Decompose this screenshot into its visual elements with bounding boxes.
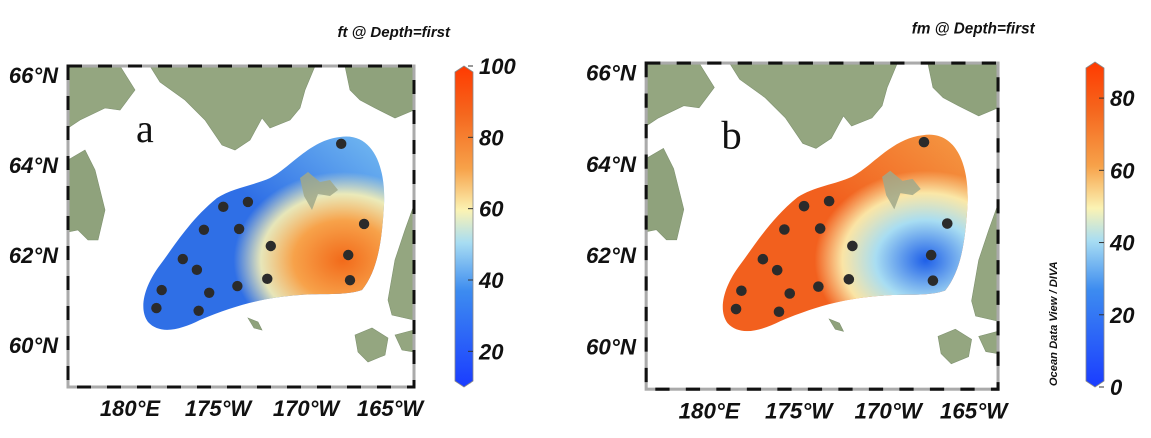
land-polygon [927, 62, 999, 117]
lon-tick-label: 170°W [855, 399, 924, 424]
station-marker [925, 249, 937, 261]
panel-b-colorbar: 80 60 40 20 0 [1085, 61, 1135, 400]
station-marker [198, 224, 210, 235]
st-lawrence-island [882, 170, 921, 210]
station-marker [156, 284, 167, 296]
colorbar-tick-label: 100 [479, 54, 516, 79]
station-marker [343, 249, 354, 261]
lon-tick-label: 170°W [273, 396, 342, 421]
colorbar-gradient [454, 65, 474, 388]
station-marker [344, 275, 356, 286]
lon-tick-label: 175°W [765, 399, 834, 424]
credit-label: Ocean Data View / DIVA [1048, 261, 1060, 386]
station-marker [847, 240, 858, 252]
lat-tick-label: 66°N [586, 60, 637, 85]
station-marker [823, 195, 835, 207]
panel-a-interpolated-field [143, 136, 385, 330]
station-marker [773, 306, 785, 318]
station-marker [193, 305, 204, 316]
panel-a-map: a 66°N 64°N 62°N 60°N 180°E 175°W 170°W 165°W ft … [9, 24, 475, 421]
map-frame-ticks [66, 64, 416, 389]
land-polygon [971, 204, 999, 322]
station-marker [813, 281, 824, 292]
land-polygon [937, 328, 972, 365]
station-marker [757, 253, 769, 265]
station-marker [191, 264, 203, 276]
station-marker [941, 218, 953, 229]
panel-b-interpolated-field [722, 134, 968, 332]
land-polygon [387, 204, 415, 321]
colorbar-tick-label: 80 [1110, 86, 1135, 111]
colorbar-tick-label: 20 [1109, 303, 1135, 328]
colorbar-tick-label: 40 [478, 268, 504, 293]
land-polygon [394, 329, 415, 353]
station-marker [232, 280, 243, 292]
station-marker [771, 264, 783, 276]
land-polygon [645, 62, 715, 127]
panel-letter: a [136, 106, 154, 151]
panel-b-map: b 66°N 64°N 62°N 60°N 180°E 175°W 170°W 165°W fm … [586, 21, 1060, 424]
station-marker [798, 200, 810, 212]
station-marker [218, 201, 229, 213]
map-frame-ticks [644, 61, 1000, 391]
land-polygon [978, 330, 999, 354]
lat-tick-label: 60°N [9, 333, 59, 358]
colorbar-tick-label: 20 [478, 339, 504, 364]
land-polygon [149, 65, 316, 151]
colorbar-gradient [1085, 61, 1105, 388]
lat-tick-label: 64°N [586, 152, 637, 177]
land-polygon [828, 318, 845, 332]
station-marker [204, 287, 215, 298]
station-marker [177, 253, 188, 265]
panel-title: fm @ Depth=first [912, 21, 1036, 38]
lat-tick-label: 64°N [9, 153, 59, 178]
land-polygon [247, 317, 263, 331]
panel-letter: b [721, 112, 741, 157]
station-marker [265, 240, 276, 252]
land-polygon [67, 65, 136, 129]
lon-tick-label: 165°W [357, 396, 426, 421]
land-polygon [728, 62, 898, 149]
station-marker [779, 224, 790, 235]
station-marker [736, 285, 747, 297]
colorbar-tick-label: 60 [1110, 158, 1135, 183]
colorbar-tick-label: 40 [1109, 231, 1135, 256]
land-polygon [645, 147, 685, 241]
panel-a-colorbar: 100 80 60 40 20 [454, 54, 516, 388]
lat-tick-label: 62°N [586, 243, 637, 268]
station-marker [336, 138, 347, 150]
lat-tick-label: 66°N [9, 63, 59, 88]
station-marker [918, 136, 930, 148]
panel-title: ft @ Depth=first [337, 24, 451, 41]
station-marker [927, 275, 939, 286]
colorbar-tick-label: 0 [1110, 375, 1123, 400]
colorbar-tick-label: 60 [479, 197, 504, 222]
station-marker [814, 223, 826, 234]
land-polygon [354, 327, 389, 363]
station-marker [843, 274, 855, 285]
station-marker [784, 288, 796, 299]
st-lawrence-island [300, 172, 338, 210]
station-marker [233, 223, 245, 235]
lon-tick-label: 175°W [185, 396, 254, 421]
station-marker [242, 196, 254, 208]
lat-tick-label: 60°N [586, 335, 637, 360]
station-marker [151, 302, 162, 314]
colorbar-tick-label: 80 [479, 125, 504, 150]
land-polygon [67, 149, 106, 241]
station-marker [262, 273, 273, 285]
lat-tick-label: 62°N [9, 243, 59, 268]
land-polygon [344, 65, 415, 119]
station-marker [358, 218, 370, 230]
lon-tick-label: 180°E [100, 396, 162, 421]
lon-tick-label: 180°E [679, 399, 741, 424]
lon-tick-label: 165°W [940, 399, 1009, 424]
station-marker [730, 303, 742, 315]
